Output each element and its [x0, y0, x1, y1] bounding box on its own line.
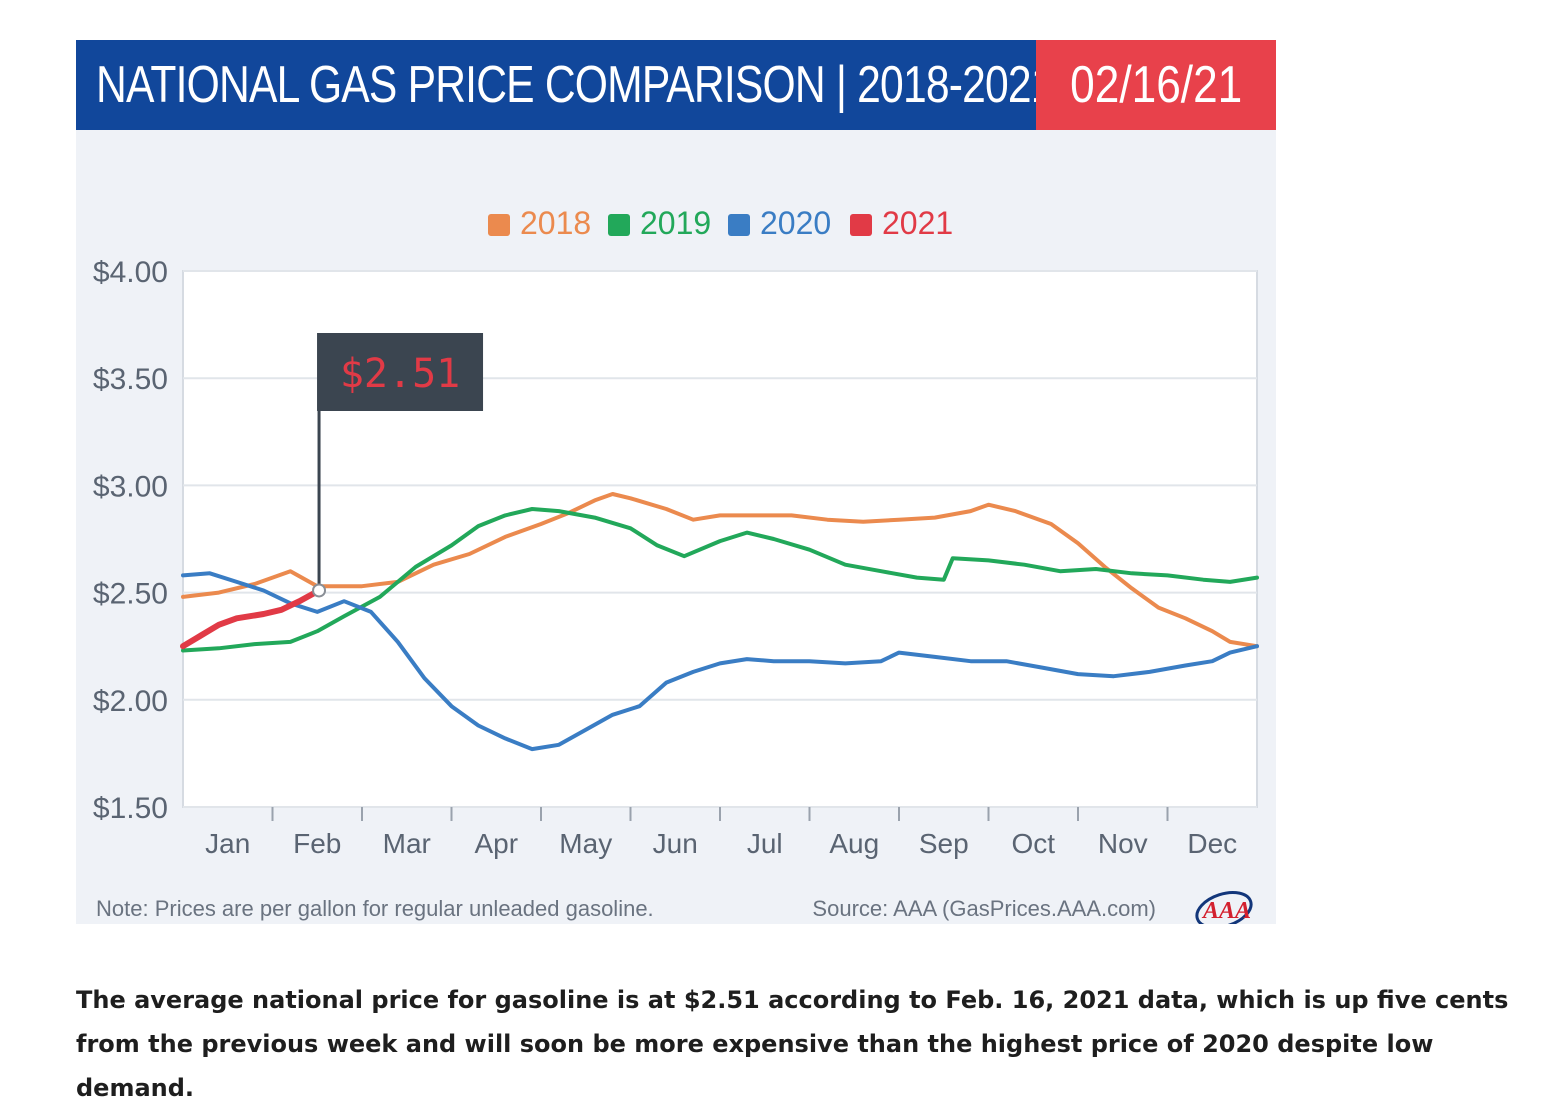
legend-swatch-2020	[728, 214, 750, 236]
y-tick-label: $2.50	[93, 578, 168, 611]
x-tick-label: Nov	[1098, 828, 1148, 859]
legend-label-2020: 2020	[760, 205, 831, 241]
series-line-2021	[180, 587, 322, 650]
legend-label-2021: 2021	[882, 205, 953, 241]
aaa-logo: AAA	[1195, 890, 1253, 924]
series-line-2019	[181, 507, 1259, 653]
x-axis: Jan Feb Mar Apr May Jun Jul Aug Sep Oct Nov Dec	[205, 807, 1237, 859]
gas-price-infographic: NATIONAL GAS PRICE COMPARISON | 2018-202…	[76, 40, 1276, 924]
series-line-2020	[181, 571, 1259, 752]
source-credit: Source: AAA (GasPrices.AAA.com)	[812, 896, 1156, 921]
legend: 2018 2019 2020 2021	[488, 205, 953, 241]
chart-date: 02/16/21	[1036, 40, 1276, 130]
annotation-point	[312, 583, 327, 598]
x-tick-label: Aug	[829, 828, 879, 859]
price-annotation: $2.51	[312, 333, 484, 598]
legend-label-2019: 2019	[640, 205, 711, 241]
legend-label-2018: 2018	[520, 205, 591, 241]
y-tick-label: $1.50	[93, 792, 168, 825]
y-axis: $4.00 $3.50 $3.00 $2.50 $2.00 $1.50	[93, 256, 168, 825]
x-tick-label: May	[559, 828, 612, 859]
annotation-box	[317, 333, 484, 411]
x-tick-label: Dec	[1187, 828, 1237, 859]
logo-text: AAA	[1201, 898, 1251, 924]
legend-item-2021: 2021	[850, 205, 953, 241]
y-tick-label: $2.00	[93, 685, 168, 718]
infographic-header: NATIONAL GAS PRICE COMPARISON | 2018-202…	[76, 40, 1276, 130]
footnote: Note: Prices are per gallon for regular …	[96, 896, 654, 921]
legend-item-2019: 2019	[608, 205, 711, 241]
y-tick-label: $3.50	[93, 363, 168, 396]
legend-item-2020: 2020	[728, 205, 831, 241]
article-caption: The average national price for gasoline …	[76, 986, 1509, 1102]
legend-item-2018: 2018	[488, 205, 591, 241]
x-tick-label: Feb	[293, 828, 341, 859]
x-tick-label: Jan	[205, 828, 250, 859]
x-tick-label: Apr	[474, 828, 518, 859]
y-tick-label: $4.00	[93, 256, 168, 289]
x-tick-label: Jun	[653, 828, 698, 859]
series-lines	[180, 492, 1259, 752]
x-tick-label: Oct	[1011, 828, 1055, 859]
y-tick-label: $3.00	[93, 470, 168, 503]
legend-swatch-2021	[850, 214, 872, 236]
x-tick-label: Jul	[747, 828, 783, 859]
x-tick-label: Sep	[919, 828, 969, 859]
legend-swatch-2018	[488, 214, 510, 236]
annotation-label: $2.51	[340, 351, 460, 397]
legend-swatch-2019	[608, 214, 630, 236]
line-chart: 2018 2019 2020 2021 $4.00 $3.50 $3.00 $2.50…	[93, 205, 1259, 924]
chart-title: NATIONAL GAS PRICE COMPARISON | 2018-202…	[76, 40, 1055, 130]
x-tick-label: Mar	[383, 828, 431, 859]
